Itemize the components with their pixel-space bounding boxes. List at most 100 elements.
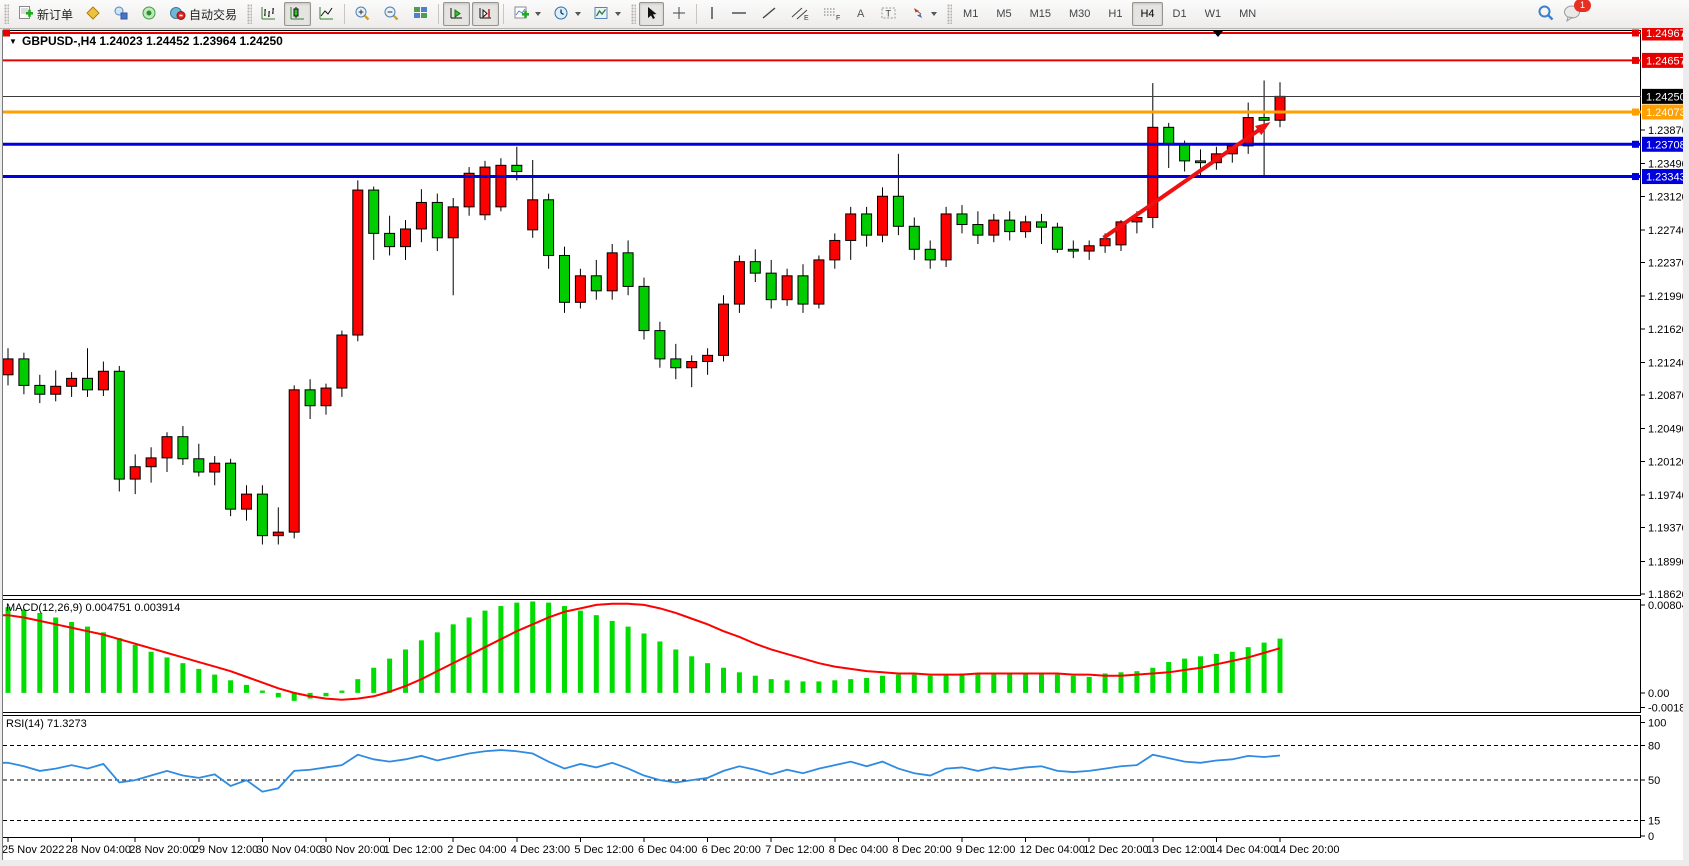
price-tick-label: 1.22370 — [1648, 258, 1688, 270]
candle-body — [590, 275, 602, 292]
macd-axis-label: 0.00 — [1648, 688, 1669, 700]
arrow-object-head[interactable] — [1254, 122, 1271, 136]
timeframe-group: M1 M5 M15 M30 H1 H4 D1 W1 MN — [954, 2, 1265, 26]
candle-body — [1258, 117, 1270, 121]
line-handle[interactable] — [3, 29, 10, 37]
timeframe-label: M1 — [963, 8, 979, 20]
time-axis-label: 14 Dec 20:00 — [1274, 844, 1339, 856]
periods-button[interactable] — [548, 2, 586, 26]
toolbar-grip[interactable] — [947, 4, 953, 24]
fibonacci-button[interactable]: F — [817, 2, 847, 26]
line-handle[interactable] — [1632, 108, 1639, 116]
auto-trading-button[interactable]: 自动交易 — [164, 2, 242, 26]
candle-body — [1115, 221, 1127, 246]
cursor-button[interactable] — [639, 2, 665, 26]
candle-body — [209, 462, 221, 473]
price-tick-label: 1.20870 — [1648, 390, 1688, 402]
data-window-icon — [113, 5, 129, 24]
time-axis-label: 30 Nov 20:00 — [320, 844, 385, 856]
chart-shift-icon — [477, 5, 494, 24]
text-label-button[interactable]: T — [875, 2, 903, 26]
timeframe-button-mn[interactable]: MN — [1231, 2, 1264, 26]
chart-shift-marker[interactable] — [1212, 31, 1223, 37]
line-handle[interactable] — [1632, 56, 1639, 64]
candle-body — [877, 195, 888, 236]
candle-body — [622, 252, 634, 287]
auto-scroll-button[interactable] — [443, 2, 471, 26]
time-axis-label: 8 Dec 20:00 — [892, 844, 951, 856]
clock-icon — [553, 5, 570, 24]
arrow-object[interactable] — [1102, 126, 1264, 240]
new-order-icon — [17, 5, 34, 24]
timeframe-button-d1[interactable]: D1 — [1165, 2, 1195, 26]
candlestick-chart-button[interactable] — [284, 2, 312, 26]
timeframe-button-w1[interactable]: W1 — [1197, 2, 1230, 26]
market-watch-button[interactable] — [80, 2, 106, 26]
price-tick-label: 1.23490 — [1648, 159, 1688, 171]
chart-window[interactable]: 1.23870 1.23490 1.23120 1.22740 1.22370 1.219… — [0, 25, 1689, 866]
candle-body — [606, 252, 618, 292]
rsi-line — [3, 749, 1281, 793]
search-icon[interactable] — [1537, 4, 1555, 25]
horizontal-line-button[interactable] — [725, 2, 753, 26]
bar-chart-icon — [260, 5, 277, 24]
candle-body — [447, 206, 459, 239]
chart-shift-button[interactable] — [472, 2, 500, 26]
toolbar-grip[interactable] — [631, 4, 637, 24]
arrows-button[interactable] — [905, 2, 942, 26]
svg-text:A: A — [857, 8, 865, 20]
timeframe-button-h1[interactable]: H1 — [1100, 2, 1130, 26]
rsi-axis-label: 80 — [1648, 740, 1660, 752]
candle-body — [765, 272, 777, 301]
candle-body — [733, 261, 745, 305]
panel-frame — [2, 715, 1641, 838]
crosshair-button[interactable] — [666, 2, 692, 26]
candle-body — [892, 195, 904, 227]
line-handle[interactable] — [1632, 140, 1639, 148]
new-order-button[interactable]: 新订单 — [12, 2, 78, 26]
zoom-out-icon — [383, 5, 400, 24]
chart-canvas[interactable]: 1.23870 1.23490 1.23120 1.22740 1.22370 1.219… — [0, 25, 1689, 866]
signals-button[interactable] — [136, 2, 162, 26]
price-tick-label: 1.23120 — [1648, 191, 1688, 203]
equidistant-channel-button[interactable]: E — [785, 2, 815, 26]
trendline-button[interactable] — [755, 2, 783, 26]
bar-chart-button[interactable] — [255, 2, 282, 26]
timeframe-button-h4[interactable]: H4 — [1132, 2, 1163, 26]
timeframe-button-m5[interactable]: M5 — [988, 2, 1019, 26]
vertical-line-button[interactable] — [701, 2, 723, 26]
zoom-in-button[interactable] — [349, 2, 376, 26]
candle-body — [34, 384, 46, 395]
candle-body — [1004, 219, 1016, 233]
panel-frame — [2, 599, 1641, 713]
line-handle[interactable] — [1632, 29, 1639, 37]
timeframe-button-m1[interactable]: M1 — [955, 2, 986, 26]
text-button[interactable]: A — [849, 2, 873, 26]
data-window-button[interactable] — [108, 2, 134, 26]
candle-body — [559, 254, 570, 303]
price-tick-label: 1.21240 — [1648, 357, 1688, 369]
price-tick-label: 1.20120 — [1648, 456, 1688, 468]
candle-body — [336, 334, 348, 389]
tile-windows-button[interactable] — [407, 2, 434, 26]
toolbar-grip[interactable] — [4, 4, 9, 24]
line-handle[interactable] — [1632, 173, 1639, 181]
candle-body — [1274, 95, 1286, 121]
indicators-button[interactable] — [508, 2, 546, 26]
fibonacci-icon: F — [822, 5, 842, 24]
price-tick-label: 1.21620 — [1648, 324, 1688, 336]
templates-button[interactable] — [588, 2, 626, 26]
timeframe-button-m30[interactable]: M30 — [1061, 2, 1098, 26]
price-line-badge — [1642, 52, 1689, 68]
line-chart-button[interactable] — [313, 2, 340, 26]
zoom-out-button[interactable] — [378, 2, 405, 26]
chat-button[interactable]: 1 — [1563, 0, 1591, 25]
symbol-dropdown-icon[interactable]: ▼ — [9, 37, 17, 46]
auto-trading-icon — [169, 5, 186, 24]
time-axis-label: 14 Dec 04:00 — [1210, 844, 1275, 856]
candle-body — [320, 387, 332, 407]
toolbar-grip[interactable] — [247, 4, 253, 24]
timeframe-button-m15[interactable]: M15 — [1022, 2, 1059, 26]
toolbar: 新订单 自动交易 — [0, 0, 1689, 29]
